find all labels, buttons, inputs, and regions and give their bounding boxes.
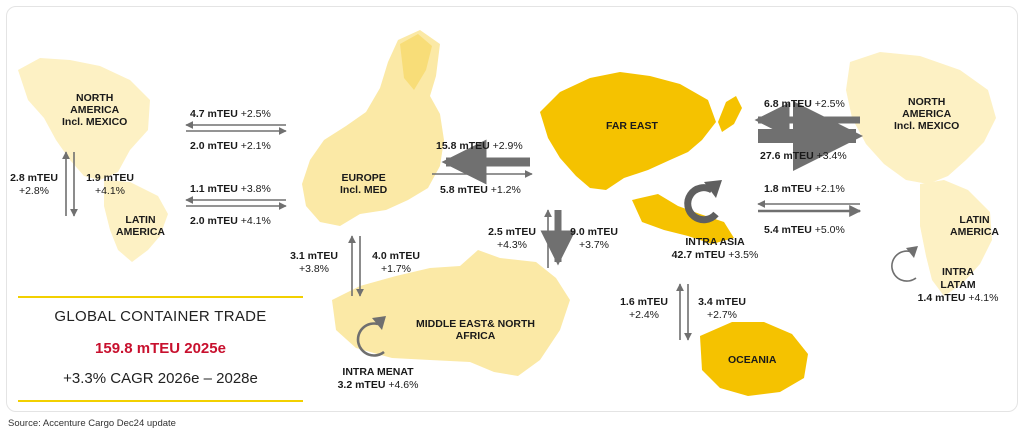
flow-label-eu-fe-top: 15.8 mTEU +2.9%: [436, 140, 523, 152]
summary-top-rule: [18, 296, 303, 298]
oceania-shape: [700, 322, 808, 396]
intra-menat-cycle-head: [372, 316, 386, 330]
flow-label-fe-mena-down: 9.0 mTEU +3.7%: [570, 226, 618, 251]
global-trade-summary: GLOBAL CONTAINER TRADE 159.8 mTEU 2025e …: [18, 296, 303, 402]
flow-label-fe-la-bottom: 5.4 mTEU +5.0%: [764, 224, 845, 236]
intra-latam-cycle-head: [906, 246, 918, 258]
source-note: Source: Accenture Cargo Dec24 update: [8, 418, 176, 429]
summary-title: GLOBAL CONTAINER TRADE: [54, 308, 267, 325]
region-label-far-east: FAR EAST: [606, 120, 658, 132]
flow-label-la-eu-top: 1.1 mTEU +3.8%: [190, 183, 271, 195]
japan-shape: [718, 96, 742, 132]
flow-label-la-eu-bottom: 2.0 mTEU +4.1%: [190, 215, 271, 227]
intra-menat-cycle-icon: [356, 322, 385, 357]
mena-shape: [332, 250, 570, 376]
region-label-latin-america-right: LATIN AMERICA: [950, 214, 999, 238]
flow-label-fe-na-top: 6.8 mTEU +2.5%: [764, 98, 845, 110]
intra-latam-cycle-icon: [891, 250, 917, 282]
region-label-oceania: OCEANIA: [728, 354, 777, 366]
scandinavia-shape: [400, 34, 432, 90]
flow-label-fe-la-top: 1.8 mTEU +2.1%: [764, 183, 845, 195]
se-asia-shape: [632, 194, 734, 244]
intra-latam-label: INTRA LATAM 1.4 mTEU +4.1%: [917, 266, 999, 304]
latin-america-left-shape: [104, 180, 168, 262]
summary-total: 159.8 mTEU 2025e: [95, 340, 226, 357]
flow-label-na-eu-bottom: 2.0 mTEU +2.1%: [190, 140, 271, 152]
far-east-shape: [540, 72, 716, 190]
intra-menat-label: INTRA MENAT 3.2 mTEU +4.6%: [337, 366, 419, 391]
flow-label-fe-oc-up: 1.6 mTEU +2.4%: [620, 296, 668, 321]
flow-label-fe-oc-down: 3.4 mTEU +2.7%: [698, 296, 746, 321]
region-label-north-america-left: NORTH AMERICA Incl. MEXICO: [62, 92, 128, 128]
flow-label-na-la-up: 2.8 mTEU +2.8%: [10, 172, 58, 197]
flow-label-eu-mena-down: 4.0 mTEU +1.7%: [372, 250, 420, 275]
flow-label-eu-mena-up: 3.1 mTEU +3.8%: [290, 250, 338, 275]
region-label-europe: EUROPE Incl. MED: [340, 172, 388, 196]
region-label-latin-america-left: LATIN AMERICA: [116, 214, 165, 238]
flow-label-na-la-down: 1.9 mTEU +4.1%: [86, 172, 134, 197]
flow-label-eu-fe-bottom: 5.8 mTEU +1.2%: [440, 184, 521, 196]
intra-asia-cycle-icon: [684, 184, 719, 224]
summary-bottom-rule: [18, 400, 303, 402]
north-america-right-shape: [846, 52, 996, 184]
summary-cagr: +3.3% CAGR 2026e – 2028e: [63, 370, 258, 387]
flow-label-fe-na-bottom: 27.6 mTEU +3.4%: [760, 150, 847, 162]
intra-asia-label: INTRA ASIA 42.7 mTEU +3.5%: [671, 236, 759, 261]
flow-label-na-eu-top: 4.7 mTEU +2.5%: [190, 108, 271, 120]
region-label-mena: MIDDLE EAST& NORTH AFRICA: [416, 318, 535, 342]
north-america-left-shape: [18, 58, 150, 180]
flow-label-fe-mena-up: 2.5 mTEU +4.3%: [488, 226, 536, 251]
latin-america-right-shape: [920, 180, 992, 296]
intra-asia-cycle-head: [704, 180, 722, 198]
region-label-north-america-right: NORTH AMERICA Incl. MEXICO: [894, 96, 960, 132]
